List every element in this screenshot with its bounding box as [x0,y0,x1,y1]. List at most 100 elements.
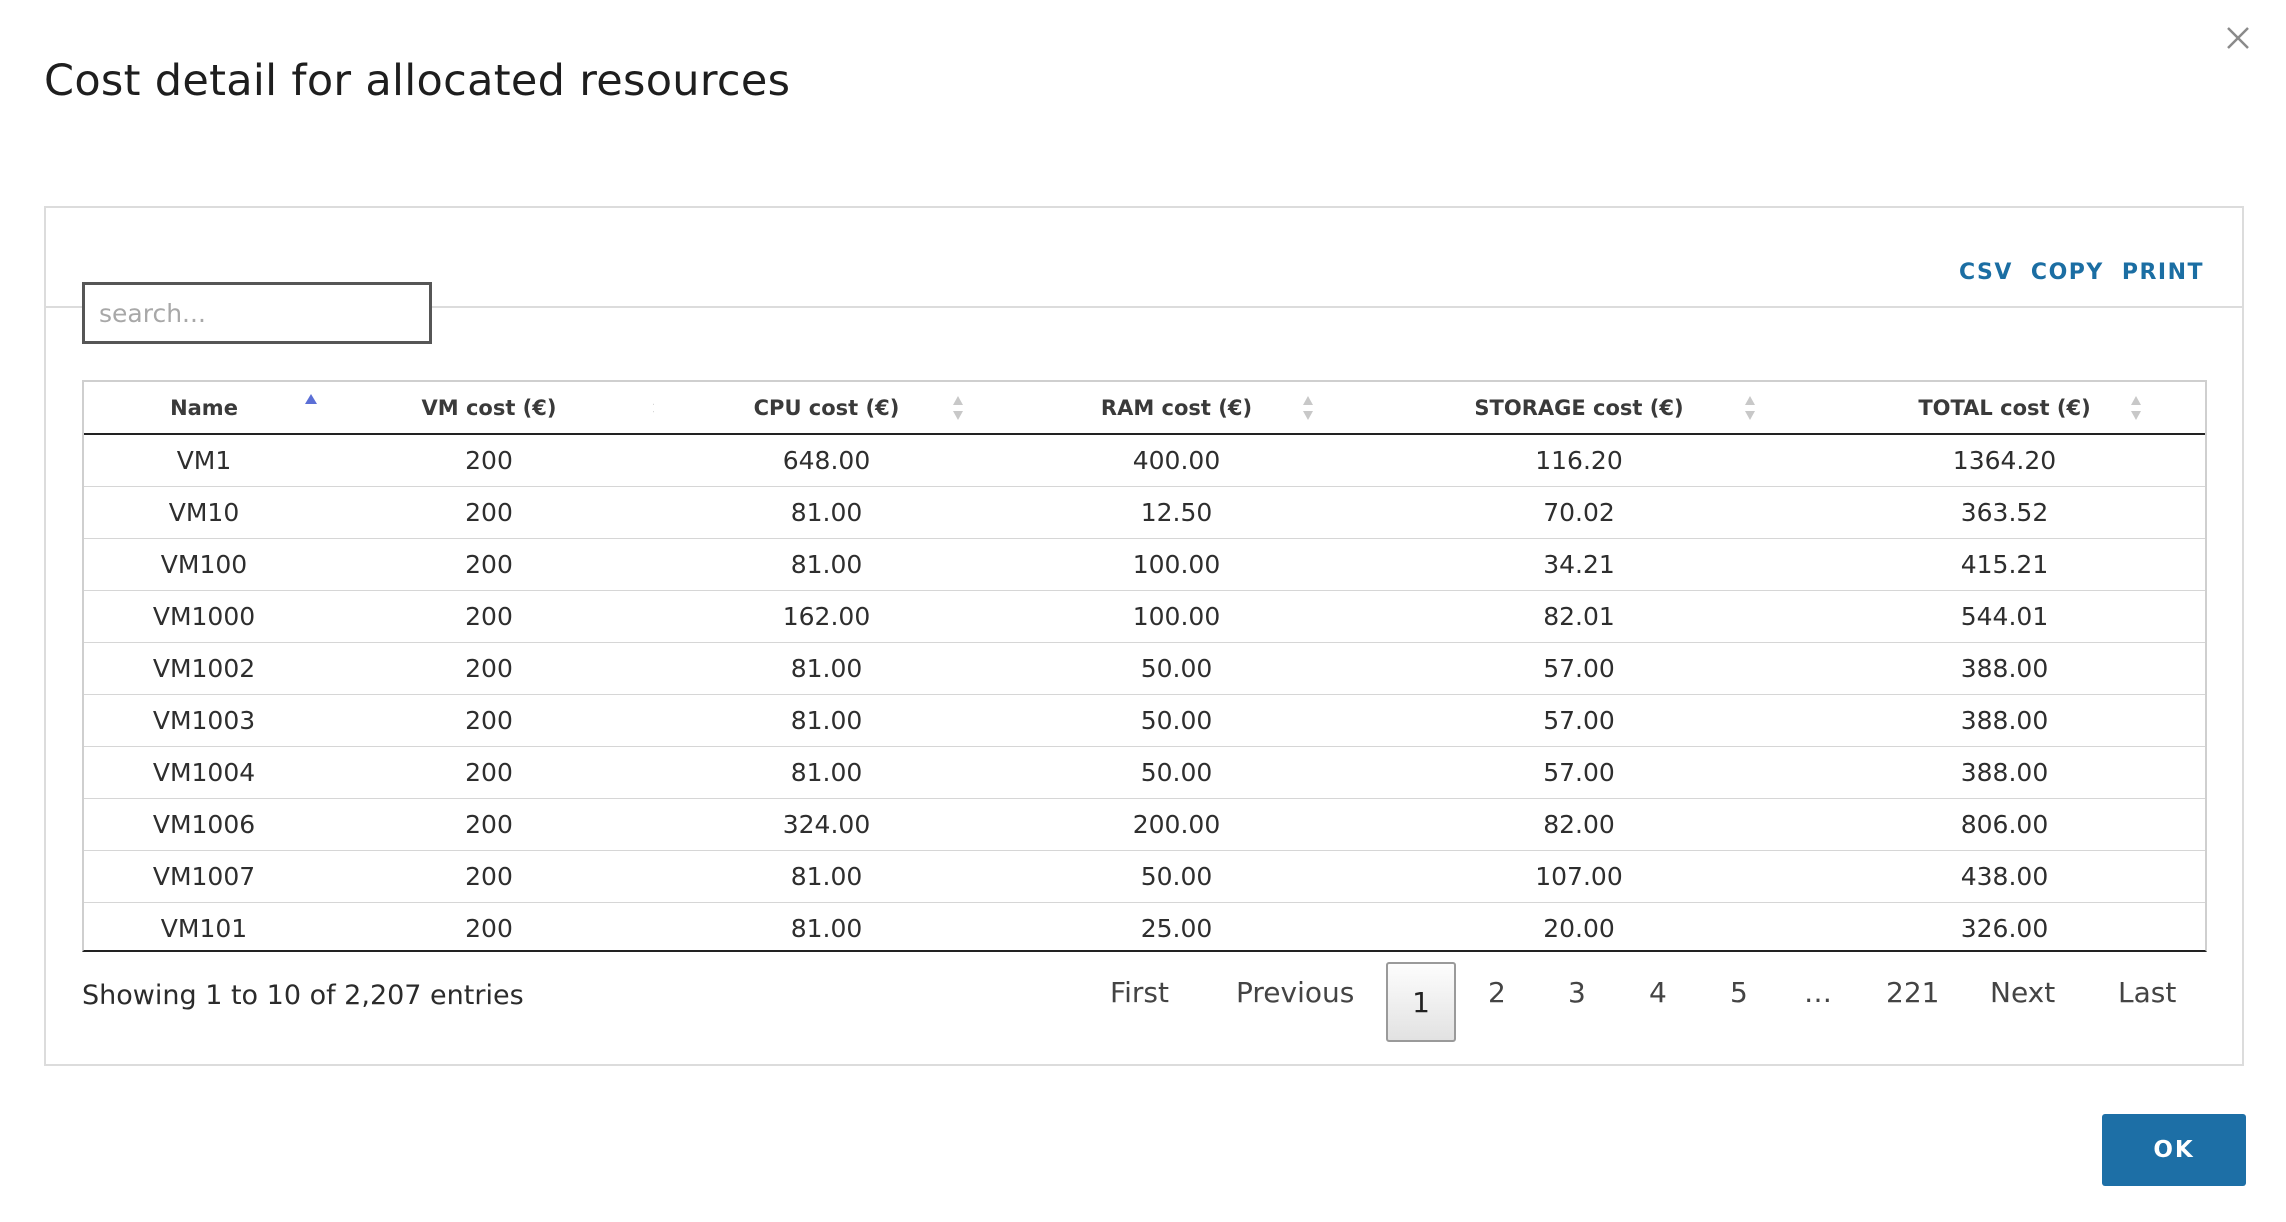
table-cell: 81.00 [654,486,999,539]
page-next-button[interactable]: Next [1990,976,2056,1009]
table-cell: 82.01 [1354,590,1804,643]
table-cell: VM1000 [84,590,324,643]
table-cell: 116.20 [1354,434,1804,487]
table-header-row: Name VM cost (€) CPU cost (€) RAM cost (€) S… [84,382,2205,435]
dialog-title: Cost detail for allocated resources [44,56,791,106]
table-body: VM1 200 648.00 400.00 116.20 1364.20 VM10 200 81… [84,434,2205,954]
table-row[interactable]: VM1000 200 162.00 100.00 82.01 544.01 [84,590,2205,643]
column-header[interactable]: TOTAL cost (€) [1804,382,2205,435]
page-1-button[interactable]: 1 [1386,962,1456,1042]
table-cell: 25.00 [1140,913,1213,943]
table-cell: 326.00 [1960,913,2049,943]
table-cell: 57.00 [1354,694,1804,747]
table-cell: 50.00 [999,850,1354,903]
table-cell: 200 [324,746,654,799]
table-cell: 200 [324,538,654,591]
table-cell: 438.00 [1804,850,2205,903]
column-header[interactable]: RAM cost (€) [999,382,1354,435]
table-row[interactable]: VM101 200 81.00 25.00 20.00 326.00 [84,902,2205,954]
table-cell: 57.00 [1354,642,1804,695]
sort-icon [2129,392,2143,424]
table-cell: 81.00 [654,850,999,903]
close-icon[interactable] [2218,18,2258,58]
table-row[interactable]: VM1007 200 81.00 50.00 107.00 438.00 [84,850,2205,903]
table-cell: VM10 [84,486,324,539]
table-cell: VM1006 [84,798,324,851]
page-5-button[interactable]: 5 [1730,976,1748,1009]
table-cell: VM1004 [84,746,324,799]
page-ellipsis: … [1804,976,1832,1009]
table-cell: 648.00 [654,434,999,487]
copy-button[interactable]: COPY [2030,260,2104,285]
column-header-label: RAM cost (€) [1100,395,1253,420]
export-links: CSV COPY PRINT [1959,260,2204,285]
page-first-button[interactable]: First [1110,976,1169,1009]
table-cell: 806.00 [1804,798,2205,851]
table-cell: 81.00 [790,913,863,943]
column-header-label: VM cost (€) [421,395,557,420]
page-221-button[interactable]: 221 [1886,976,1940,1009]
panel-divider [46,306,2242,308]
print-button[interactable]: PRINT [2121,260,2204,285]
sort-icon [951,392,965,424]
table-cell: VM1002 [84,642,324,695]
column-header-label: Name [170,395,238,420]
page-previous-button[interactable]: Previous [1236,976,1355,1009]
table-cell: 50.00 [999,642,1354,695]
table-cell: 57.00 [1354,746,1804,799]
table-row[interactable]: VM1 200 648.00 400.00 116.20 1364.20 [84,434,2205,487]
column-header[interactable]: CPU cost (€) [654,382,999,435]
column-header[interactable]: VM cost (€) [324,382,663,435]
table-cell: VM101 [160,913,248,943]
column-header[interactable]: Name [84,382,324,435]
table-cell: VM100 [84,538,324,591]
search-input[interactable] [82,282,432,344]
table-row[interactable]: VM1004 200 81.00 50.00 57.00 388.00 [84,746,2205,799]
table-cell: 100.00 [999,590,1354,643]
table-cell: 81.00 [654,694,999,747]
column-header-label: TOTAL cost (€) [1918,395,2091,420]
table-cell: 388.00 [1804,746,2205,799]
column-header-label: STORAGE cost (€) [1474,395,1684,420]
csv-button[interactable]: CSV [1958,260,2013,285]
page-2-button[interactable]: 2 [1488,976,1506,1009]
table-cell: 200 [324,694,654,747]
entries-info: Showing 1 to 10 of 2,207 entries [82,980,524,1011]
table-row[interactable]: VM1003 200 81.00 50.00 57.00 388.00 [84,694,2205,747]
table-row[interactable]: VM10 200 81.00 12.50 70.02 363.52 [84,486,2205,539]
table-cell: 1364.20 [1804,434,2205,487]
table-cell: 200 [465,913,513,943]
table-cell: VM1007 [84,850,324,903]
table-cell: 415.21 [1804,538,2205,591]
table-cell: 200 [324,850,654,903]
table-cell: 12.50 [999,486,1354,539]
table-row[interactable]: VM100 200 81.00 100.00 34.21 415.21 [84,538,2205,591]
column-header[interactable]: STORAGE cost (€) [1354,382,1804,435]
table-cell: 363.52 [1804,486,2205,539]
column-header-label: CPU cost (€) [753,395,900,420]
page-last-button[interactable]: Last [2118,976,2177,1009]
sort-icon [1301,392,1315,424]
table-cell: 200 [324,642,654,695]
ok-button[interactable]: OK [2102,1114,2246,1186]
table-cell: 70.02 [1354,486,1804,539]
table-cell: 82.00 [1354,798,1804,851]
table-cell: 388.00 [1804,694,2205,747]
table-cell: VM1003 [84,694,324,747]
table-cell: 20.00 [1543,913,1615,943]
table-cell: 107.00 [1354,850,1804,903]
table-cell: 200 [324,798,654,851]
table-row[interactable]: VM1002 200 81.00 50.00 57.00 388.00 [84,642,2205,695]
cost-table-panel: CSV COPY PRINT Name VM cost (€) CPU cost (… [44,206,2244,1066]
table-cell: 50.00 [999,746,1354,799]
sort-ascending-icon [304,392,318,424]
table-row[interactable]: VM1006 200 324.00 200.00 82.00 806.00 [84,798,2205,851]
table-cell: 50.00 [999,694,1354,747]
table-cell: 544.01 [1804,590,2205,643]
table-cell: 200 [324,486,654,539]
table-cell: VM1 [84,434,324,487]
page-4-button[interactable]: 4 [1649,976,1667,1009]
page-3-button[interactable]: 3 [1568,976,1586,1009]
table-cell: 81.00 [654,746,999,799]
